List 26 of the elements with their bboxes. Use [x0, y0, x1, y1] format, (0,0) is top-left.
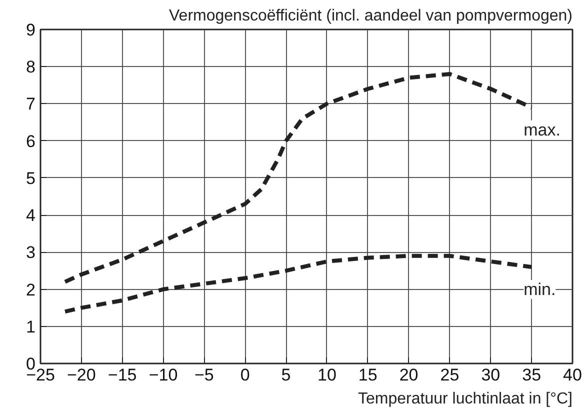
series-label: max. — [524, 120, 560, 140]
x-tick-label: 5 — [281, 366, 291, 384]
x-tick-label: 20 — [399, 366, 418, 384]
x-tick-label: 35 — [522, 366, 542, 384]
x-tick-label: 40 — [563, 366, 582, 384]
x-tick-label: 10 — [318, 366, 336, 384]
x-tick-label: −20 — [67, 366, 96, 384]
chart-title: Vermogenscoëfficiënt (incl. aandeel van pompvermogen) — [169, 8, 573, 24]
x-axis-title: Temperatuur luchtinlaat in [°C] — [358, 390, 572, 408]
y-tick-label: 8 — [26, 58, 36, 77]
y-tick-label: 1 — [26, 317, 36, 336]
x-tick-label: 0 — [240, 366, 250, 384]
y-tick-label: 9 — [26, 20, 36, 40]
x-tick-label: 15 — [358, 366, 378, 384]
x-tick-label: 30 — [481, 366, 500, 384]
y-tick-label: 2 — [26, 280, 36, 300]
series-label: min. — [524, 280, 556, 300]
y-tick-label: 4 — [26, 206, 36, 226]
x-tick-label: −15 — [108, 366, 137, 384]
y-tick-label: 3 — [26, 243, 36, 262]
x-tick-label: 25 — [440, 366, 460, 384]
y-tick-label: 5 — [26, 168, 36, 188]
x-tick-label: −5 — [194, 366, 214, 384]
x-tick-label: −10 — [148, 366, 178, 384]
y-tick-label: 6 — [26, 132, 36, 151]
y-tick-label: 7 — [26, 94, 36, 114]
